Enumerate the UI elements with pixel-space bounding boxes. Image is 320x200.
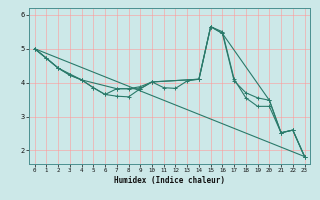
X-axis label: Humidex (Indice chaleur): Humidex (Indice chaleur) <box>114 176 225 185</box>
